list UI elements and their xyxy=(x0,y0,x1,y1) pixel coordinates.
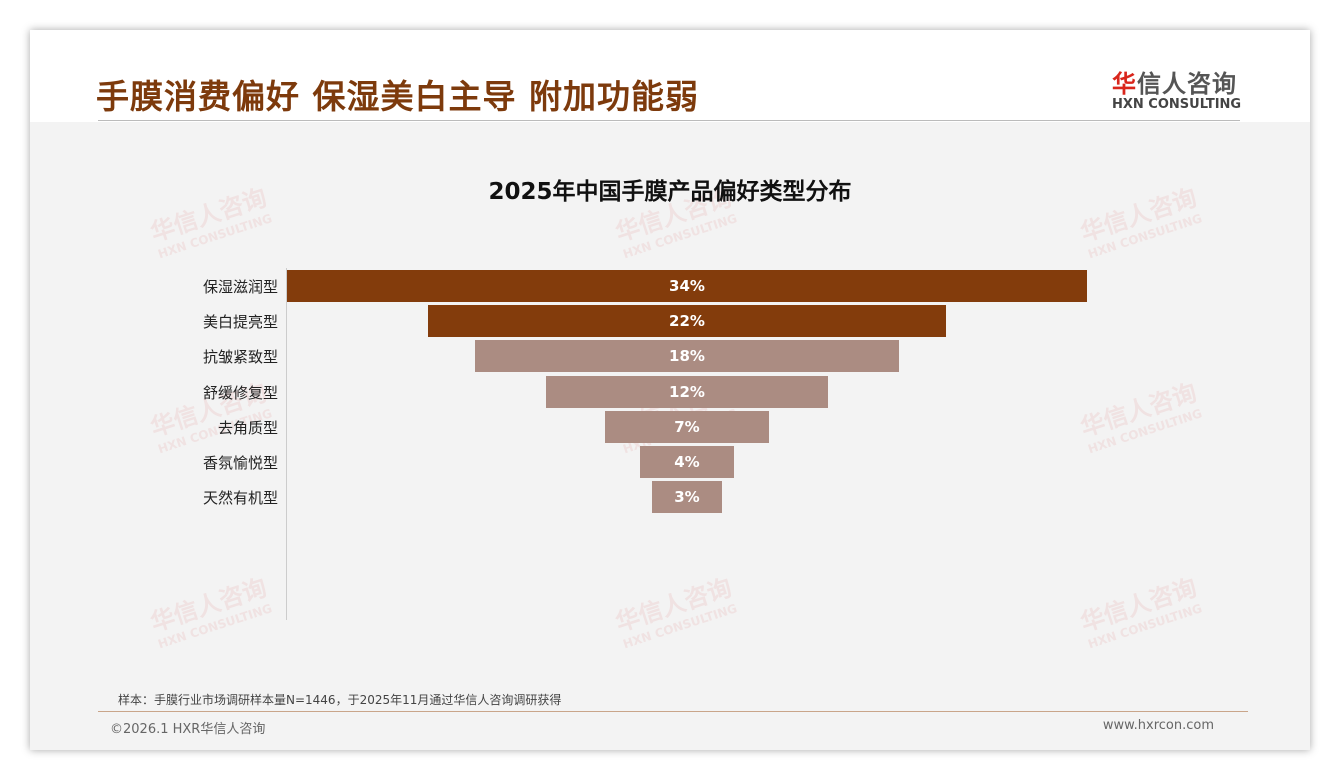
header-divider xyxy=(98,120,1240,121)
logo-mark: 华 xyxy=(1112,70,1137,98)
funnel-bar: 4% xyxy=(639,446,735,478)
category-label: 抗皱紧致型 xyxy=(202,348,278,367)
logo-text: 信人咨询 xyxy=(1137,70,1237,98)
sample-note: 样本：手膜行业市场调研样本量N=1446，于2025年11月通过华信人咨询调研获… xyxy=(118,693,562,707)
data-label: 18% xyxy=(669,347,705,366)
category-label: 香氛愉悦型 xyxy=(202,454,278,472)
data-label: 3% xyxy=(674,488,700,507)
category-label: 舒缓修复型 xyxy=(202,383,278,402)
logo-en: HXN CONSULTING xyxy=(1112,97,1242,112)
header-band xyxy=(30,30,1310,122)
copyright: ©2026.1 HXR华信人咨询 xyxy=(110,722,266,737)
category-label: 天然有机型 xyxy=(202,489,278,508)
footer-divider xyxy=(98,711,1248,712)
data-label: 22% xyxy=(669,312,705,331)
chart-title: 2025年中国手膜产品偏好类型分布 xyxy=(488,179,852,205)
website-url: www.hxrcon.com xyxy=(1102,718,1214,733)
category-label: 美白提亮型 xyxy=(202,313,278,332)
funnel-bar: 7% xyxy=(604,410,770,443)
funnel-bar: 22% xyxy=(428,305,946,338)
category-label: 去角质型 xyxy=(217,418,278,437)
funnel-bar: 12% xyxy=(545,375,829,408)
funnel-bar: 34% xyxy=(287,270,1087,302)
data-label: 34% xyxy=(669,277,705,295)
category-label: 保湿滋润型 xyxy=(202,278,278,296)
page-title: 手膜消费偏好 保湿美白主导 附加功能弱 xyxy=(96,77,699,116)
funnel-bar: 18% xyxy=(475,340,899,373)
data-label: 12% xyxy=(669,382,705,401)
logo: 华信人咨询 HXN CONSULTING xyxy=(1112,64,1241,112)
data-label: 7% xyxy=(674,417,700,436)
slide: 手膜消费偏好 保湿美白主导 附加功能弱 华信人咨询 HXN CONSULTING… xyxy=(30,30,1310,750)
data-label: 4% xyxy=(674,453,700,471)
funnel-bar: 3% xyxy=(651,481,723,514)
y-axis-line xyxy=(286,268,287,620)
